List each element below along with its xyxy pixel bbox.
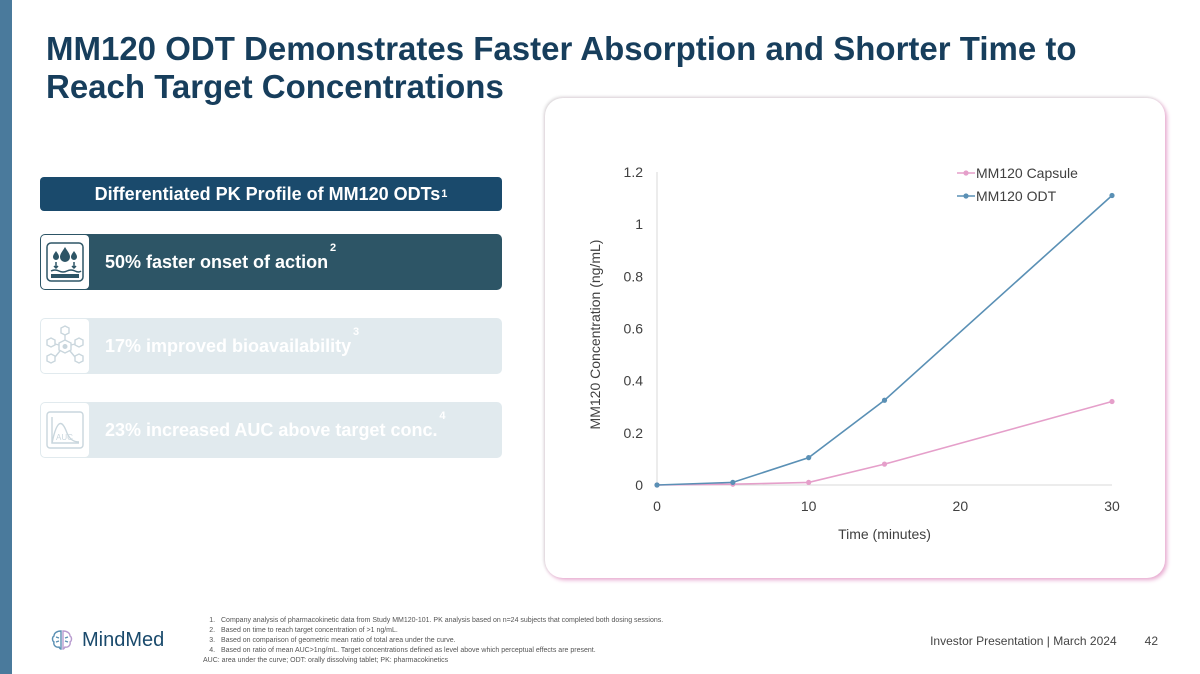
benefit-row-auc: AUC 23% increased AUC above target conc.…	[40, 402, 502, 458]
footnote-4: Based on ratio of mean AUC>1ng/mL. Targe…	[217, 646, 903, 656]
mm120-capsule-point	[881, 461, 888, 467]
logo-text: MindMed	[82, 628, 165, 651]
pk-header-text: Differentiated PK Profile of MM120 ODTs	[94, 183, 441, 204]
mm120-capsule-legend-label: MM120 Capsule	[976, 165, 1078, 181]
auc-icon: AUC	[41, 403, 89, 457]
benefit-label-auc: 23% increased AUC above target conc. 4	[105, 410, 445, 441]
benefit-text-onset: 50% faster onset of action	[105, 251, 329, 272]
y-tick-label: 1.2	[624, 164, 644, 180]
y-tick-label: 0.2	[624, 425, 644, 441]
x-tick-label: 0	[653, 498, 661, 514]
x-tick-label: 30	[1104, 498, 1120, 514]
mm120-odt-line	[656, 194, 1113, 486]
mm120-odt-point	[881, 397, 888, 403]
footnote-abbreviations: AUC: area under the curve; ODT: orally d…	[203, 657, 449, 664]
footnote-1: Company analysis of pharmacokinetic data…	[217, 616, 903, 626]
auc-icon-text: AUC	[56, 433, 73, 442]
benefit-sup-auc: 4	[439, 409, 446, 422]
mm120-odt-point	[806, 455, 812, 461]
mm120-odt-point	[730, 479, 736, 485]
mm120-odt-point	[1109, 192, 1115, 199]
benefit-sup-onset: 2	[329, 241, 337, 254]
mm120-capsule-legend-marker	[963, 170, 969, 176]
benefit-row-onset: 50% faster onset of action 2	[40, 234, 502, 290]
y-tick-label: 0.4	[624, 373, 644, 389]
y-tick-label: 0.8	[624, 268, 644, 284]
left-accent-bar	[0, 0, 12, 674]
molecule-icon	[41, 319, 89, 373]
pk-line-chart: 0 0.2 0.4 0.6 0.8 1 1.2 0 10 20 30 MM120 Capsule M…	[587, 164, 1120, 542]
pk-chart-card: 0 0.2 0.4 0.6 0.8 1 1.2 0 10 20 30 MM120 Capsule M…	[545, 98, 1165, 578]
y-axis-label: MM120 Concentration (ng/mL)	[587, 240, 603, 430]
benefit-text-bioavailability: 17% improved bioavailability	[105, 335, 352, 356]
footnote-list: Company analysis of pharmacokinetic data…	[203, 616, 903, 656]
benefit-sup-bioavailability: 3	[352, 325, 360, 338]
mm120-odt-legend-marker	[963, 193, 969, 199]
mindmed-logo: MindMed	[50, 628, 164, 652]
mm120-capsule-point	[1109, 398, 1115, 405]
y-tick-label: 1	[635, 216, 643, 232]
absorption-icon	[41, 235, 89, 289]
pk-profile-header: Differentiated PK Profile of MM120 ODTs 1	[40, 177, 502, 211]
footer-presentation: Investor Presentation | March 2024	[930, 634, 1117, 648]
mm120-capsule-line	[656, 400, 1113, 486]
x-tick-label: 20	[953, 498, 969, 514]
footnote-2: Based on time to reach target concentrat…	[217, 626, 903, 636]
page-number: 42	[1144, 634, 1158, 648]
mm120-capsule-point	[806, 479, 812, 485]
footer: Investor Presentation | March 2024 42	[930, 634, 1158, 648]
footnote-3: Based on comparison of geometric mean ra…	[217, 636, 903, 646]
mm120-odt-point	[654, 482, 660, 488]
benefit-label-onset: 50% faster onset of action 2	[105, 242, 336, 273]
x-tick-label: 10	[801, 498, 817, 514]
benefit-row-bioavailability: 17% improved bioavailability 3	[40, 318, 502, 374]
benefit-label-bioavailability: 17% improved bioavailability 3	[105, 326, 359, 357]
footnotes: Company analysis of pharmacokinetic data…	[203, 616, 903, 666]
y-tick-label: 0.6	[624, 321, 644, 337]
brain-icon	[51, 630, 73, 650]
y-tick-label: 0	[635, 477, 643, 493]
mm120-odt-legend-label: MM120 ODT	[976, 188, 1057, 204]
pk-header-sup: 1	[441, 188, 448, 200]
page-title: MM120 ODT Demonstrates Faster Absorption…	[46, 30, 1077, 105]
benefit-text-auc: 23% increased AUC above target conc.	[105, 419, 438, 440]
x-axis-label: Time (minutes)	[838, 526, 931, 542]
